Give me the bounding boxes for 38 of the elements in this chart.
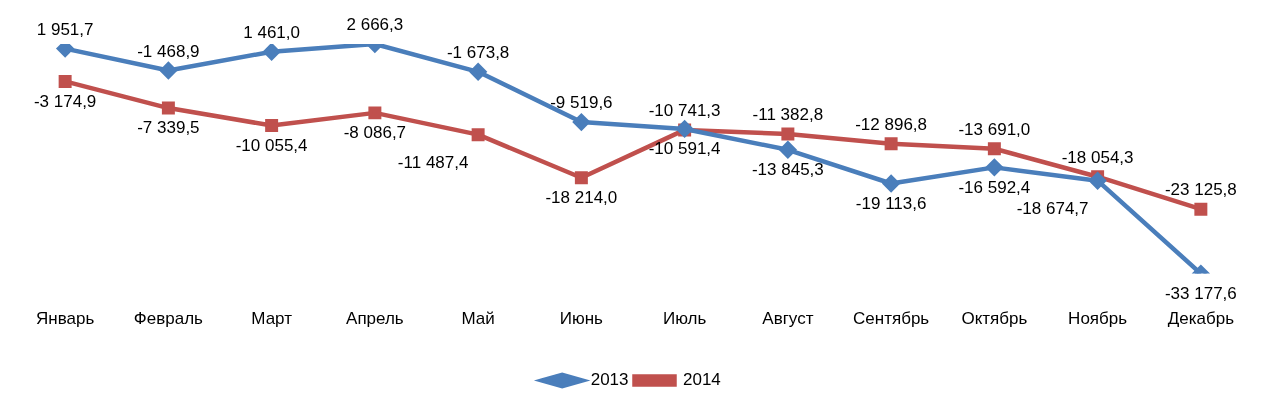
data-label: -19 113,6 [855, 193, 927, 213]
x-tick-label: Август [762, 309, 814, 329]
data-label: 2 666,3 [346, 15, 404, 35]
legend-label: 2013 [590, 370, 629, 390]
x-tick-label: Декабрь [1167, 309, 1235, 329]
x-tick-label: Июнь [559, 309, 604, 329]
data-label: -11 382,8 [752, 105, 824, 125]
data-label: -18 674,7 [1016, 198, 1089, 218]
x-tick-label: Октябрь [961, 309, 1028, 329]
x-tick-label: Февраль [133, 309, 204, 329]
data-label: -8 086,7 [343, 123, 407, 143]
x-tick-label: Апрель [346, 309, 404, 329]
data-label: -23 125,8 [1164, 180, 1237, 200]
data-label: -33 177,6 [1164, 283, 1237, 303]
x-tick-label: Ноябрь [1068, 309, 1128, 329]
data-label: -16 592,4 [958, 177, 1031, 197]
data-label: -10 741,3 [648, 101, 721, 121]
x-tick-label: Март [251, 309, 293, 329]
x-tick-label: Июль [662, 309, 707, 329]
data-label: -1 673,8 [446, 42, 510, 62]
data-label: 1 951,7 [36, 19, 94, 39]
data-label: -10 591,4 [648, 139, 721, 159]
data-label: -18 214,0 [545, 187, 618, 207]
x-tick-label: Январь [36, 309, 95, 329]
data-label: -10 055,4 [235, 135, 308, 155]
data-label: -13 845,3 [751, 159, 824, 179]
data-label: -7 339,5 [137, 118, 200, 138]
x-tick-label: Сентябрь [853, 309, 930, 329]
data-label: -11 487,4 [397, 152, 469, 172]
x-tick-label: Май [461, 309, 495, 329]
data-label: -18 054,3 [1061, 147, 1134, 167]
data-label: -12 896,8 [855, 114, 928, 134]
data-label: -13 691,0 [958, 119, 1031, 139]
data-label: -1 468,9 [137, 41, 200, 61]
data-label: -9 519,6 [550, 93, 613, 113]
data-label: -3 174,9 [33, 91, 97, 111]
data-label: 1 461,0 [243, 22, 300, 42]
legend-label: 2014 [683, 370, 721, 390]
